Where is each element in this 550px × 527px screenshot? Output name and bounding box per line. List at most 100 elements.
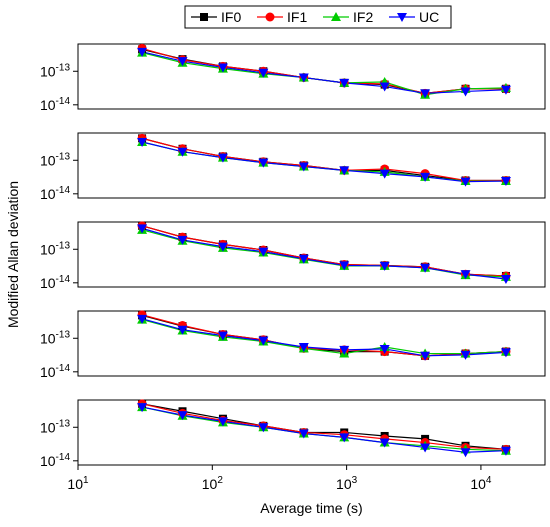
marker [217,242,228,252]
series-line [141,314,506,357]
marker [460,87,471,97]
series-line [141,227,507,280]
y-tick-label: 10-13 [40,151,70,168]
marker [177,147,188,157]
marker [298,162,309,172]
marker [217,417,228,427]
plot-frame [77,132,546,199]
marker [177,235,188,245]
marker [379,82,390,92]
marker [258,247,269,257]
series-line [141,141,506,183]
marker [460,448,471,458]
y-tick-label: 10-14 [40,96,70,113]
marker [258,336,269,346]
legend-label: IF1 [287,9,307,25]
marker [500,177,511,187]
marker [217,331,228,341]
legend-marker [265,12,275,22]
marker [258,68,269,78]
series-line [141,229,506,278]
y-tick-label: 10-14 [40,452,70,469]
y-tick-label: 10-14 [40,363,70,380]
marker [298,429,309,439]
x-tick-label: 103 [336,475,358,492]
series-line [141,141,506,182]
legend-marker [331,12,341,21]
marker [217,63,228,73]
series-line [141,51,506,94]
marker [177,57,188,67]
marker [500,348,511,358]
legend-marker [397,13,407,22]
marker [420,89,431,99]
marker [339,78,350,88]
marker [177,411,188,421]
legend-label: UC [419,9,439,25]
marker [339,345,350,355]
marker [217,153,228,163]
marker [339,166,350,176]
marker [137,314,148,324]
marker [379,169,390,179]
marker [379,344,390,354]
marker [298,73,309,83]
series-line [141,406,506,453]
series-line [141,225,506,277]
series-line [141,403,507,450]
y-tick-label: 10-13 [40,418,70,435]
x-tick-label: 102 [202,475,224,492]
marker [500,85,511,95]
marker [298,342,309,352]
marker [258,158,269,168]
series-line [141,137,506,182]
marker [379,261,390,271]
marker [339,433,350,443]
marker [420,351,431,361]
plot-frame [77,221,546,288]
series-line [141,319,506,355]
y-tick-label: 10-14 [40,185,70,202]
marker [500,274,511,284]
marker [339,261,350,271]
legend-marker [200,13,208,21]
y-tick-label: 10-13 [40,329,70,346]
marker [500,446,511,456]
marker [420,172,431,182]
legend-box [184,5,452,29]
marker [258,423,269,433]
marker [420,443,431,453]
series-line [141,52,506,96]
x-axis-label: Average time (s) [260,500,362,516]
y-tick-label: 10-14 [40,274,70,291]
series-line [141,48,506,94]
marker [137,224,148,234]
series-line [141,225,506,277]
plot-frame [77,43,546,110]
legend-label: IF0 [221,9,241,25]
y-tick-label: 10-13 [40,62,70,79]
series-line [141,137,506,182]
marker [137,138,148,148]
x-tick-label: 101 [67,475,89,492]
y-tick-label: 10-13 [40,240,70,257]
plot-frame [77,310,546,377]
x-tick-label: 104 [470,475,492,492]
series-line [141,314,506,357]
marker [420,263,431,273]
marker [177,325,188,335]
marker [379,438,390,448]
marker [137,47,148,57]
marker [460,270,471,280]
plot-frame [77,399,546,466]
y-axis-label: Modified Allan deviation [5,181,21,328]
marker [298,254,309,264]
series-line [141,47,506,94]
legend-label: IF2 [353,9,373,25]
marker [460,350,471,360]
series-line [141,403,506,450]
marker [137,403,148,413]
marker [460,177,471,187]
series-line [141,318,506,357]
